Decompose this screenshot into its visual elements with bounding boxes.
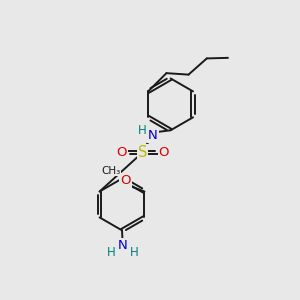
Text: N: N (118, 239, 128, 252)
Text: H: H (107, 246, 116, 259)
Text: N: N (148, 129, 158, 142)
Text: O: O (116, 146, 127, 159)
Text: H: H (138, 124, 147, 137)
Text: CH₃: CH₃ (101, 166, 121, 176)
Text: O: O (120, 174, 131, 188)
Text: O: O (159, 146, 169, 159)
Text: H: H (129, 246, 138, 259)
Text: S: S (138, 145, 147, 160)
